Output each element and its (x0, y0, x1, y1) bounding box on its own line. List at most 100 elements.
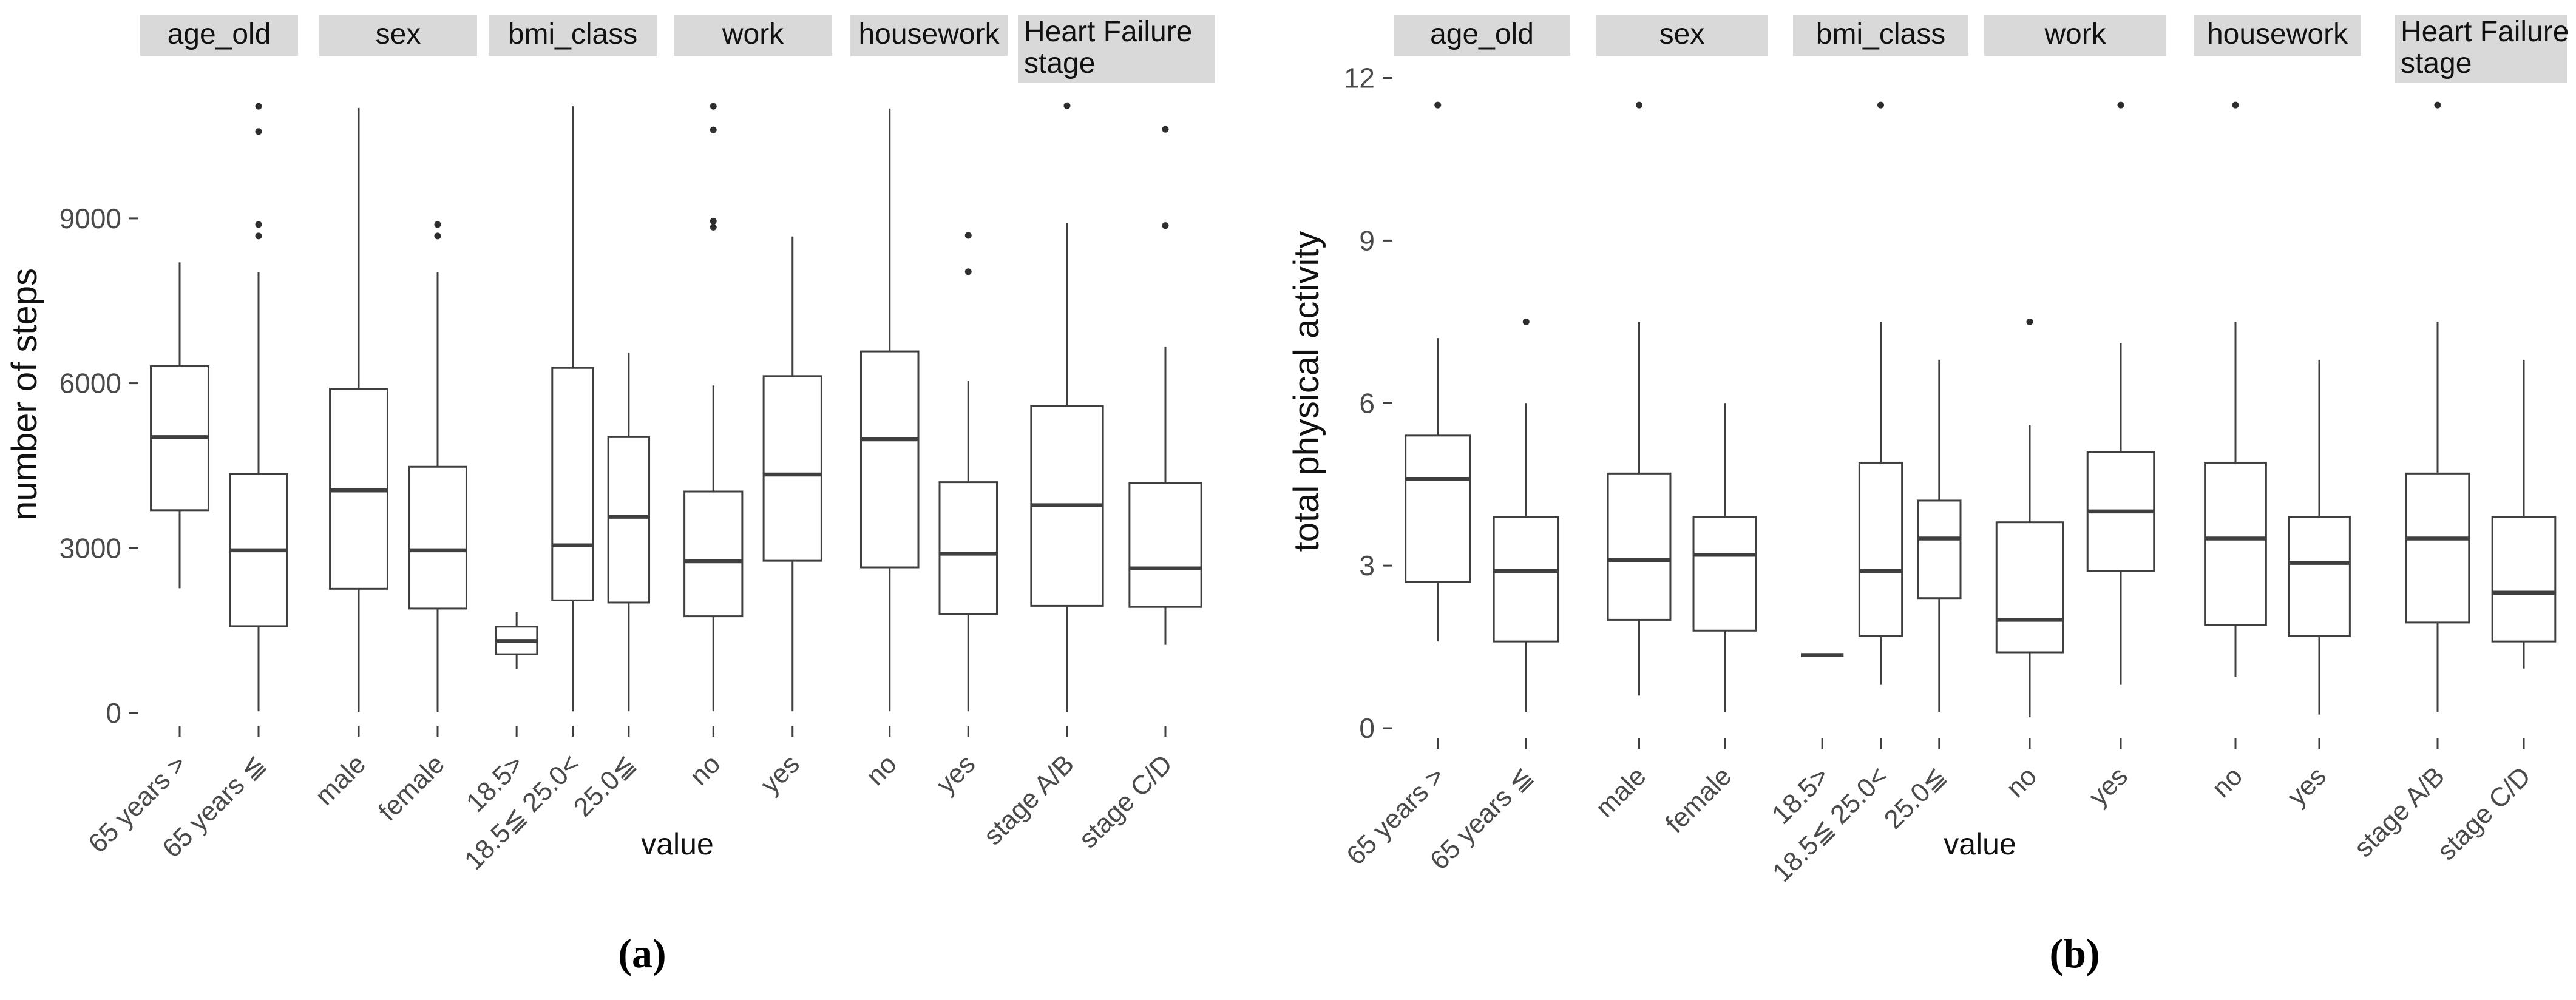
iqr-box-b-stage-c-d-5 (2491, 516, 2557, 643)
boxplot-b-18-5-25-0-2 (1858, 101, 1903, 685)
boxplot-b-stage-c-d-5 (2491, 359, 2557, 669)
outlier-point-b-65-years-0-0 (1522, 318, 1530, 325)
facet-a-work: work no yes (674, 15, 832, 799)
outlier-point-a-stage-c-d-5-1 (1162, 126, 1169, 133)
y-tick-label-b-3: 3 (1359, 550, 1375, 581)
facet-strip-b-bmi-class (1793, 15, 1968, 56)
facet-strip-b-age-old (1394, 15, 1570, 56)
x-tick-label-b-yes-4: yes (2282, 761, 2332, 811)
x-tick-label-a-stage-a-b-5: stage A/B (978, 749, 1080, 851)
chart-a: 0 3000 6000 9000 number of steps value age_old… (5, 15, 1215, 876)
iqr-box-b-male-1 (1607, 472, 1672, 621)
boxplot-a-female-1 (408, 221, 467, 712)
facet-strip-label-b-age-old: age_old (1430, 18, 1534, 50)
boxplot-a-male-1 (329, 107, 388, 712)
iqr-box-a-no-3 (683, 490, 744, 618)
x-tick-label-a-yes-3: yes (755, 749, 805, 799)
iqr-box-b-no-4 (2204, 461, 2267, 626)
outlier-point-a-stage-c-d-5-0 (1162, 222, 1169, 229)
y-tick-label-b-9: 9 (1359, 225, 1375, 256)
x-tick-label-a-no-3: no (684, 749, 726, 791)
boxplot-b-25-0-2 (1917, 359, 1962, 712)
boxplot-a-65-years-0 (229, 103, 288, 712)
boxplot-b-female-1 (1692, 403, 1757, 712)
x-tick-label-a-no-4: no (861, 749, 903, 791)
facet-strip-label-b-bmi-class: bmi_class (1816, 18, 1945, 50)
boxplot-b-65-years-0 (1405, 101, 1471, 642)
outlier-point-a-female-1-0 (434, 232, 441, 240)
x-tick-label-a-25-0-2: 25.0≦ (568, 749, 642, 822)
x-axis-title-a: value (641, 827, 714, 861)
facet-a-housework: housework no yes (850, 15, 1008, 799)
boxplot-b-no-3 (1995, 318, 2064, 718)
facet-strip-label-a-work: work (722, 18, 784, 50)
boxplot-b-male-1 (1607, 101, 1672, 696)
y-tick-label-a-6000: 6000 (59, 368, 121, 399)
facet-strip-label-b-sex: sex (1659, 18, 1705, 50)
y-tick-label-b-0: 0 (1359, 712, 1375, 744)
boxplot-a-stage-c-d-5 (1128, 126, 1202, 645)
facet-strip-label-b-heart-failure-stage-line2: stage (2401, 47, 2472, 79)
outlier-point-b-stage-a-b-5-0 (2434, 101, 2441, 109)
outlier-point-b-yes-3-0 (2117, 101, 2124, 109)
boxplot-b-yes-3 (2086, 101, 2155, 685)
boxplot-a-25-0-2 (607, 352, 651, 712)
boxplot-a-18-5-2 (495, 612, 538, 669)
outlier-point-a-65-years-0-1 (255, 221, 262, 228)
y-tick-label-b-12: 12 (1344, 62, 1375, 94)
facet-strip-b-housework (2194, 15, 2361, 56)
outlier-point-a-no-3-1 (710, 217, 717, 225)
boxplot-b-yes-4 (2288, 359, 2351, 715)
facet-b-work: work no yes (1984, 15, 2166, 811)
iqr-box-a-yes-3 (762, 375, 822, 562)
facet-strip-label-b-work: work (2044, 18, 2106, 50)
boxplot-a-18-5-25-0-2 (551, 106, 594, 712)
outlier-point-a-yes-4-1 (964, 232, 972, 239)
facet-strip-b-sex (1596, 15, 1768, 56)
boxplot-a-yes-4 (938, 232, 998, 712)
facet-a-sex: sex male female (310, 15, 477, 826)
outlier-point-a-no-3-2 (710, 126, 717, 133)
outlier-point-b-18-5-25-0-2-0 (1877, 101, 1884, 109)
iqr-box-a-female-1 (408, 465, 467, 610)
iqr-box-a-stage-c-d-5 (1128, 482, 1202, 608)
iqr-box-b-65-years-0 (1493, 516, 1559, 643)
iqr-box-b-18-5-25-0-2 (1858, 461, 1903, 637)
iqr-box-b-no-3 (1995, 521, 2064, 654)
y-axis-title-b: total physical activity (1287, 231, 1326, 552)
iqr-box-a-no-4 (859, 350, 920, 569)
x-tick-label-b-no-4: no (2206, 761, 2248, 803)
facet-strip-a-sex (319, 15, 477, 56)
iqr-box-a-25-0-2 (607, 436, 651, 604)
facet-strip-a-bmi-class (489, 15, 657, 56)
iqr-box-b-65-years-0 (1405, 434, 1471, 583)
iqr-box-b-stage-a-b-5 (2405, 472, 2470, 624)
facet-strip-label-a-age-old: age_old (168, 18, 271, 50)
y-tick-label-a-9000: 9000 (59, 203, 121, 234)
x-axis-title-b: value (1944, 827, 2016, 861)
outlier-point-b-65-years-0-0 (1434, 101, 1442, 109)
boxplot-a-yes-3 (762, 236, 822, 712)
outlier-point-a-no-3-0 (710, 223, 717, 231)
outlier-point-a-65-years-0-3 (255, 103, 262, 110)
facet-strip-a-work (674, 15, 832, 56)
x-tick-label-b-no-3: no (2001, 761, 2042, 803)
y-tick-label-a-3000: 3000 (59, 532, 121, 564)
x-tick-label-b-25-0-2: 25.0≦ (1879, 761, 1952, 834)
boxplot-b-stage-a-b-5 (2405, 101, 2470, 712)
facet-strip-a-housework (850, 15, 1008, 56)
x-tick-label-a-stage-c-d-5: stage C/D (1073, 749, 1178, 854)
facet-strip-b-work (1984, 15, 2166, 56)
outlier-point-a-female-1-1 (434, 221, 441, 228)
outlier-point-a-stage-a-b-5-0 (1063, 102, 1071, 109)
facet-strip-label-a-bmi-class: bmi_class (508, 18, 637, 50)
outlier-point-b-male-1-0 (1636, 101, 1642, 109)
facet-strip-label-a-housework: housework (858, 18, 1000, 50)
